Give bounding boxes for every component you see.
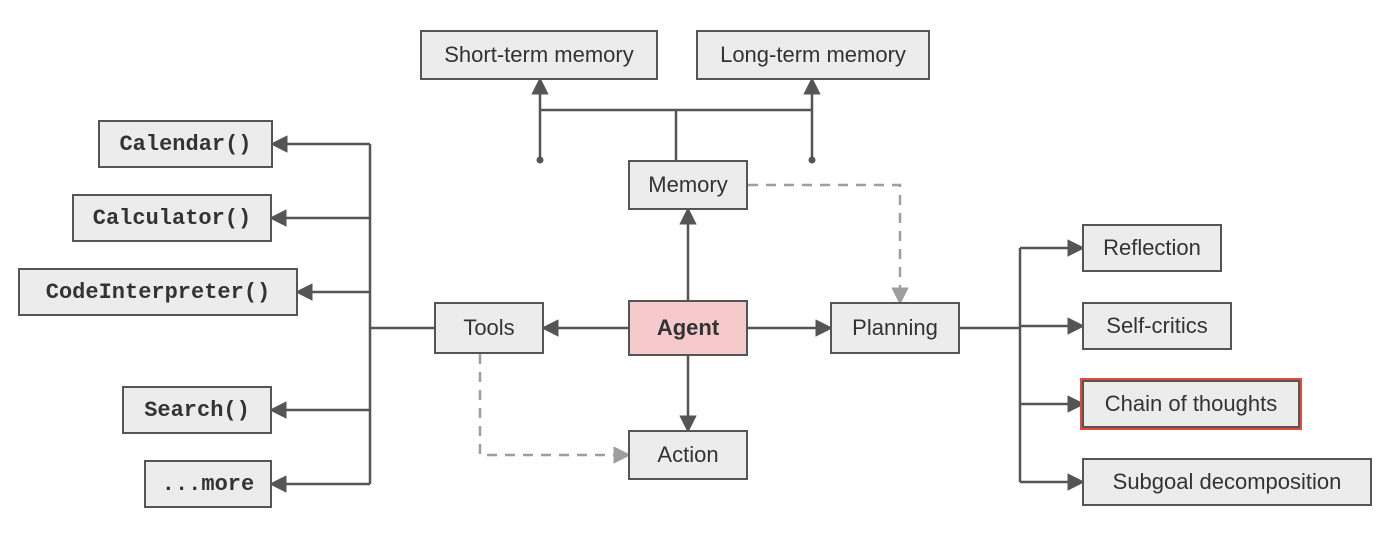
node-label: Reflection [1103, 235, 1201, 261]
node-label: Self-critics [1106, 313, 1207, 339]
node-label: Search() [144, 398, 250, 423]
node-selfcritics: Self-critics [1082, 302, 1232, 350]
node-short_term_memory: Short-term memory [420, 30, 658, 80]
node-more: ...more [144, 460, 272, 508]
edge [480, 354, 628, 455]
node-memory: Memory [628, 160, 748, 210]
node-label: Subgoal decomposition [1113, 469, 1342, 495]
node-action: Action [628, 430, 748, 480]
node-planning: Planning [830, 302, 960, 354]
node-label: Long-term memory [720, 42, 906, 68]
node-calendar: Calendar() [98, 120, 273, 168]
node-label: Planning [852, 315, 938, 341]
node-label: Tools [463, 315, 514, 341]
node-label: Agent [657, 315, 719, 341]
node-reflection: Reflection [1082, 224, 1222, 272]
node-subgoal: Subgoal decomposition [1082, 458, 1372, 506]
node-search: Search() [122, 386, 272, 434]
node-label: Calendar() [119, 132, 251, 157]
node-label: ...more [162, 472, 254, 497]
edge [748, 185, 900, 302]
node-tools: Tools [434, 302, 544, 354]
node-label: Short-term memory [444, 42, 633, 68]
node-long_term_memory: Long-term memory [696, 30, 930, 80]
node-label: Calculator() [93, 206, 251, 231]
node-label: CodeInterpreter() [46, 280, 270, 305]
node-codeint: CodeInterpreter() [18, 268, 298, 316]
node-label: Memory [648, 172, 727, 198]
node-cot: Chain of thoughts [1082, 380, 1300, 428]
node-label: Chain of thoughts [1105, 391, 1277, 417]
node-agent: Agent [628, 300, 748, 356]
edge-junction [537, 157, 544, 164]
edge-junction [809, 157, 816, 164]
node-calculator: Calculator() [72, 194, 272, 242]
node-label: Action [657, 442, 718, 468]
